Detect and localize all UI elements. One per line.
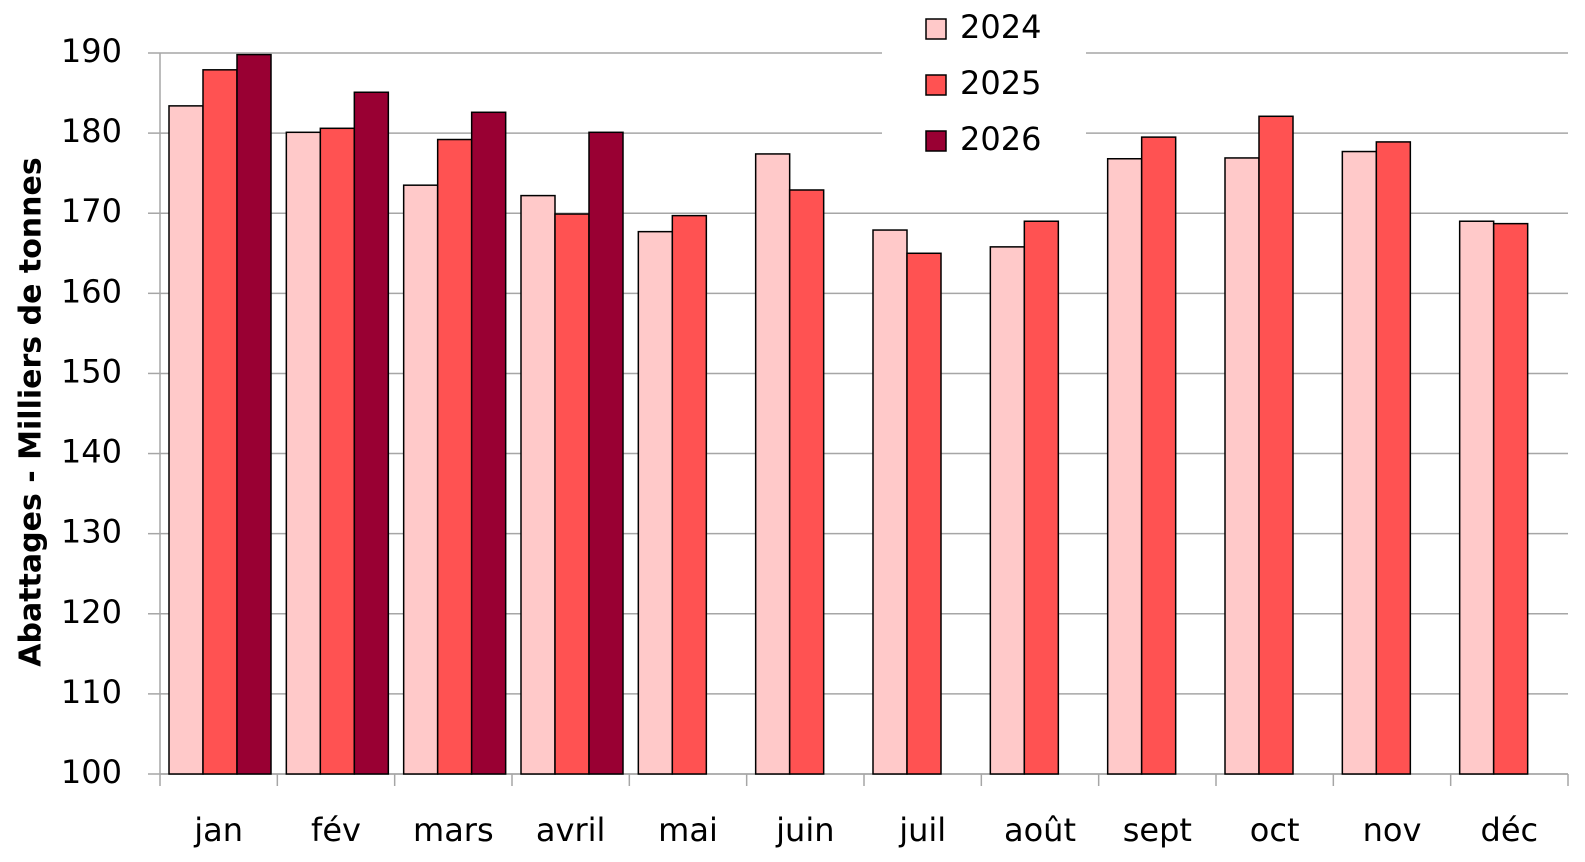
y-tick-label: 110 [61, 673, 122, 711]
bar [637, 230, 674, 775]
y-tick-label: 170 [61, 192, 122, 230]
bar [1458, 220, 1495, 775]
bar [319, 127, 356, 775]
bar [1492, 222, 1529, 775]
bar [353, 91, 390, 775]
y-tick-label: 180 [61, 112, 122, 150]
y-axis-title: Abattages - Milliers de tonnes [14, 157, 49, 666]
bar [872, 229, 908, 775]
x-tick-label: déc [1481, 811, 1539, 849]
bar [754, 153, 791, 775]
x-tick-label: avril [536, 811, 605, 849]
x-tick-label: fév [311, 811, 361, 849]
y-tick-label: 150 [61, 352, 122, 390]
bar [1375, 141, 1412, 775]
bar [989, 246, 1026, 775]
legend-swatch [925, 18, 947, 40]
bar [470, 111, 507, 775]
legend-label: 2024 [960, 8, 1041, 46]
x-tick-label: jan [193, 811, 243, 849]
bar [402, 184, 439, 775]
bar [788, 189, 825, 775]
y-tick-label: 100 [61, 753, 122, 791]
bar [168, 105, 204, 775]
y-tick-label: 130 [61, 513, 122, 551]
x-tick-label: mars [413, 811, 494, 849]
bar [285, 131, 322, 775]
bar [554, 213, 590, 775]
y-tick-label: 140 [61, 433, 122, 471]
y-tick-label: 160 [61, 272, 122, 310]
y-tick-label: 190 [61, 32, 122, 70]
bar [1341, 150, 1378, 775]
bar [671, 214, 708, 775]
bar [1258, 115, 1294, 775]
x-tick-label: juin [775, 811, 834, 849]
bar [436, 138, 473, 775]
bar [520, 194, 556, 775]
x-tick-label: août [1004, 811, 1076, 849]
bar [1140, 136, 1177, 775]
x-tick-label: juil [898, 811, 946, 849]
bar [202, 69, 238, 775]
legend-swatch [925, 130, 947, 152]
y-tick-label: 120 [61, 593, 122, 631]
bar [906, 252, 942, 775]
x-tick-label: mai [658, 811, 718, 849]
bar [1224, 157, 1260, 775]
x-tick-label: nov [1363, 811, 1422, 849]
legend-label: 2025 [960, 64, 1041, 102]
bar [1106, 157, 1143, 775]
bar [236, 53, 272, 775]
x-tick-label: oct [1250, 811, 1300, 849]
legend-swatch [925, 74, 947, 96]
legend-background [882, 0, 1086, 165]
legend-label: 2026 [960, 120, 1041, 158]
bar [588, 131, 624, 775]
bar [1023, 220, 1060, 775]
x-tick-label: sept [1123, 811, 1192, 849]
